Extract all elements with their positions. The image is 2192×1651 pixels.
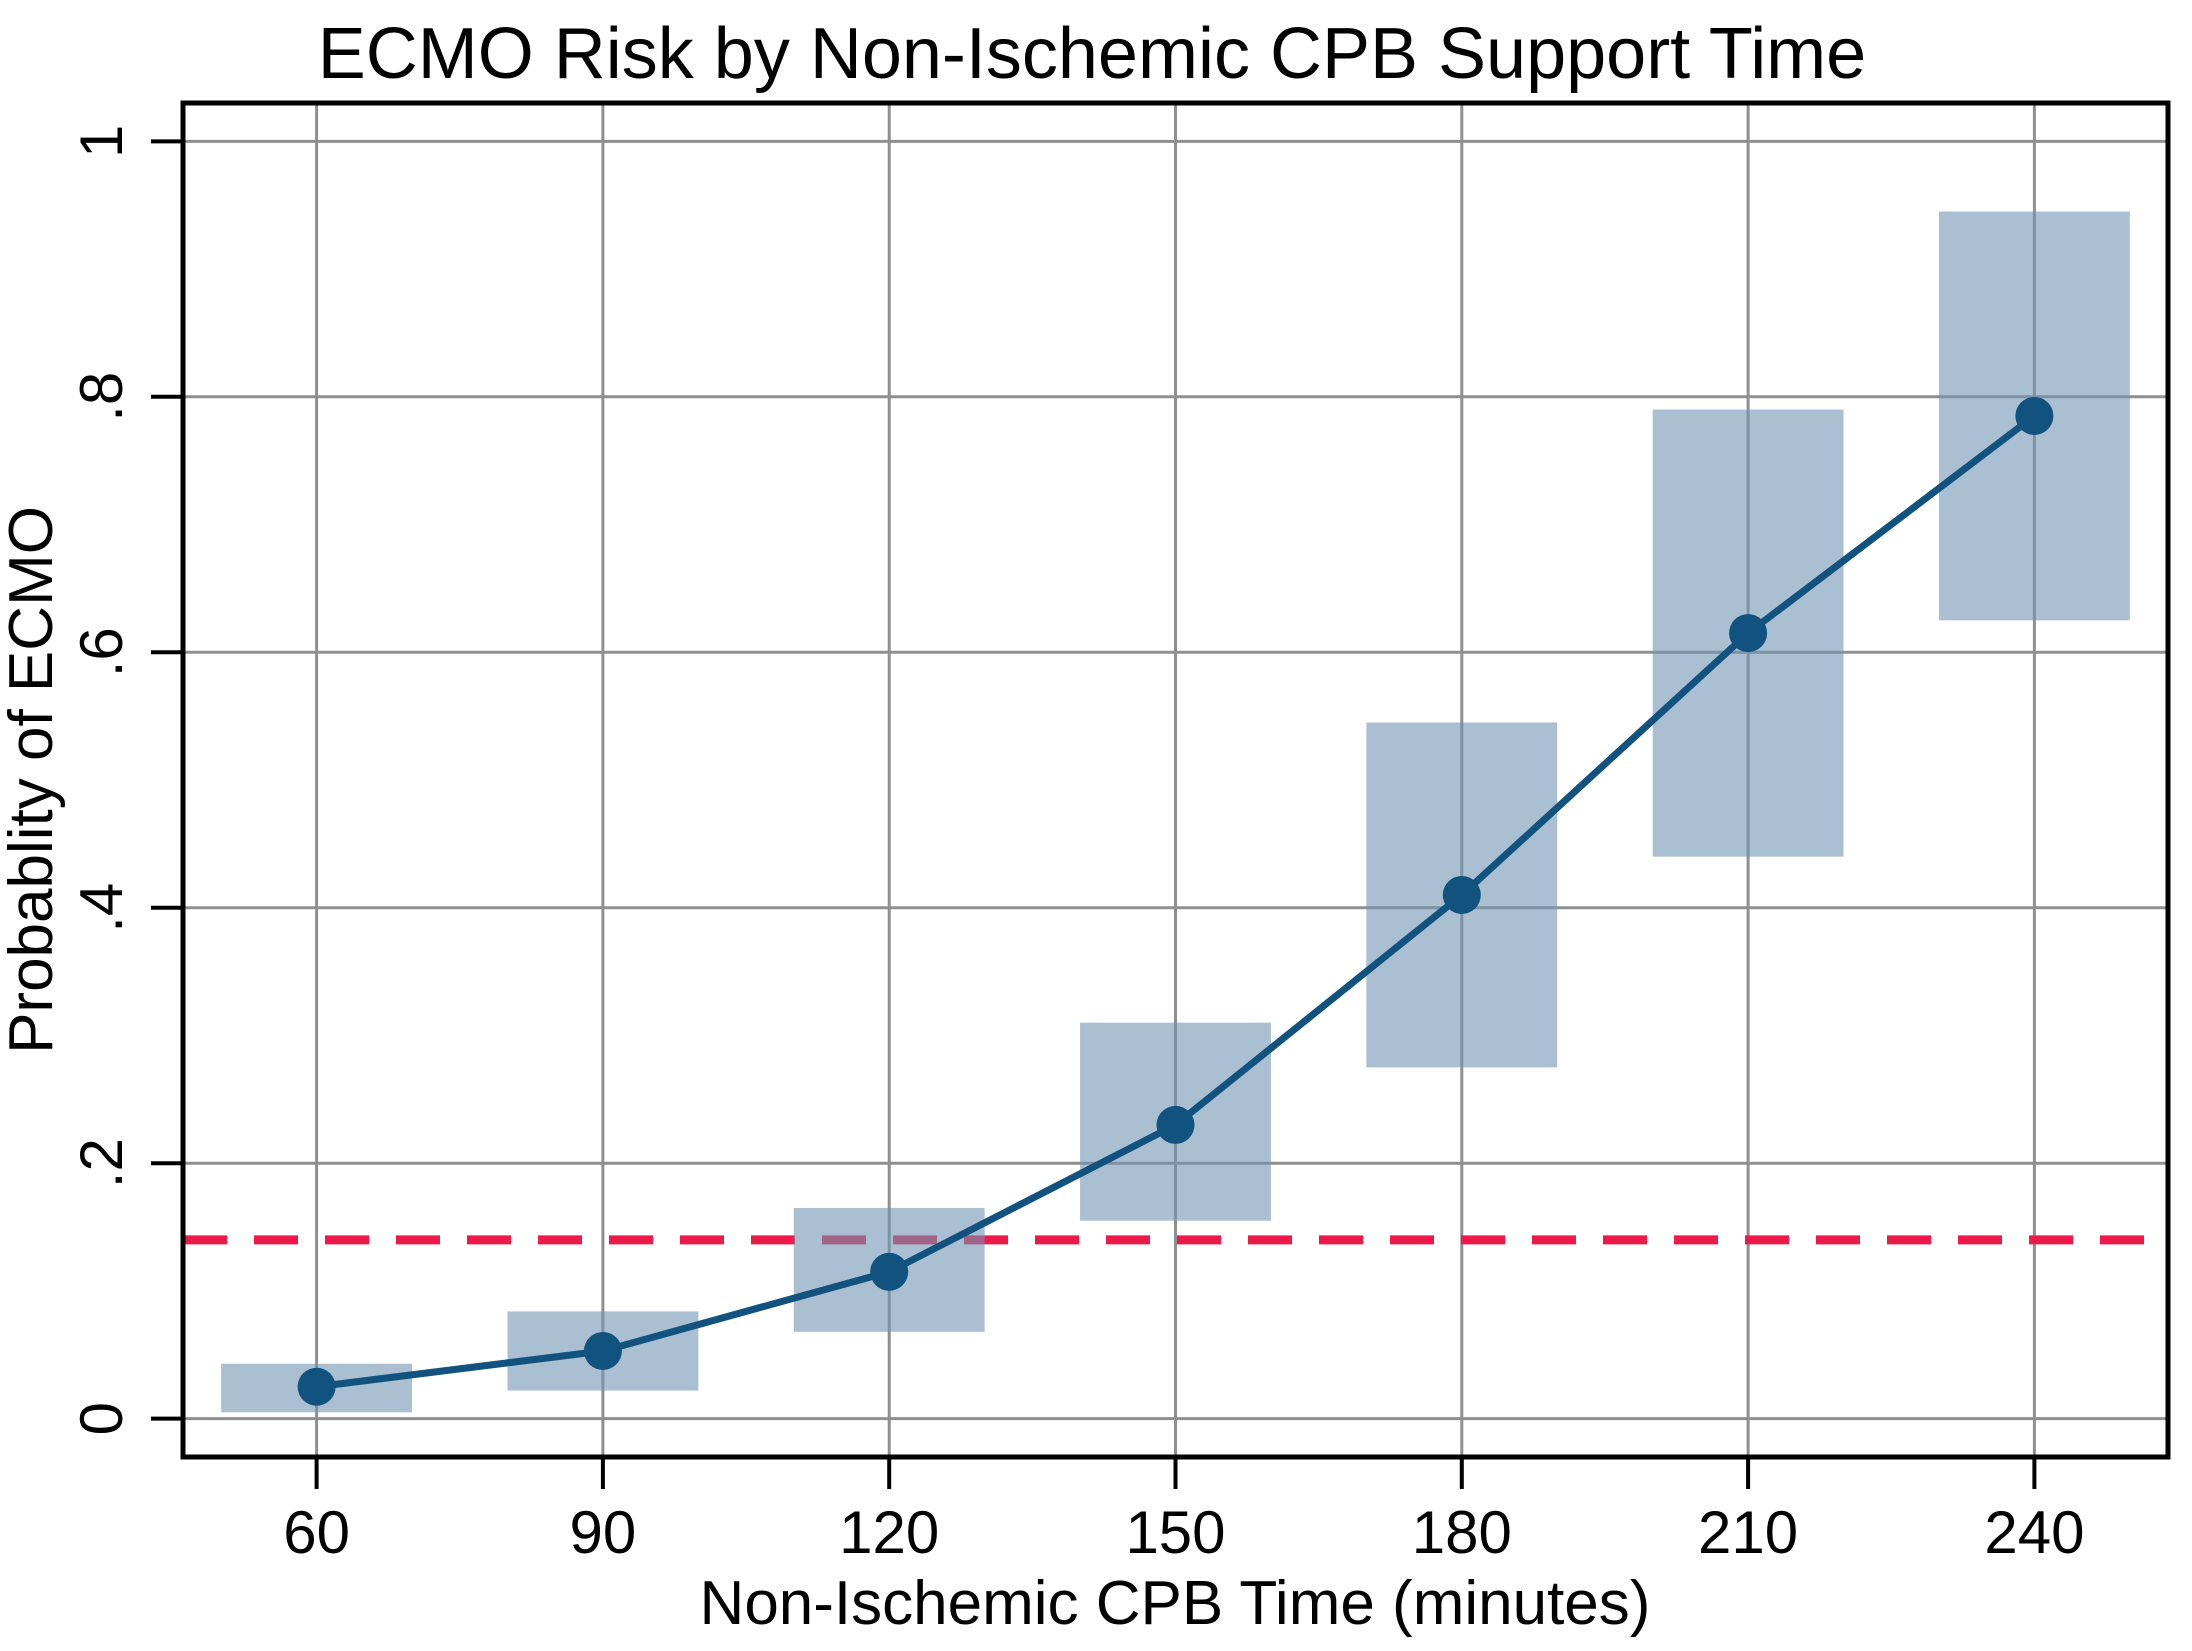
data-point-marker xyxy=(1442,875,1481,914)
data-point-marker xyxy=(1729,614,1768,653)
y-axis-label: Probablity of ECMO xyxy=(0,506,66,1054)
y-tick-label: 0 xyxy=(68,1402,135,1435)
data-point-marker xyxy=(297,1367,336,1406)
x-tick-label: 210 xyxy=(1698,1499,1798,1566)
tick-layer: 60 90 120 150 180 210 240 0 .2 .4 .6 .8 1 xyxy=(68,125,2084,1566)
x-axis-label: Non-Ischemic CPB Time (minutes) xyxy=(700,1569,1651,1638)
x-tick-label: 180 xyxy=(1412,1499,1512,1566)
x-tick-label: 90 xyxy=(570,1499,637,1566)
data-point-marker xyxy=(2015,396,2054,435)
x-tick-label: 120 xyxy=(839,1499,939,1566)
confidence-interval-layer xyxy=(221,211,2130,1413)
y-tick-label: .2 xyxy=(68,1138,135,1188)
y-tick-label: .8 xyxy=(68,372,135,422)
data-point-marker xyxy=(870,1252,909,1291)
series-layer xyxy=(297,396,2054,1406)
data-point-marker xyxy=(583,1331,622,1370)
y-tick-label: 1 xyxy=(68,125,135,158)
x-tick-label: 60 xyxy=(283,1499,350,1566)
data-point-marker xyxy=(1156,1105,1195,1144)
chart-title: ECMO Risk by Non-Ischemic CPB Support Ti… xyxy=(318,14,1866,94)
y-tick-label: .6 xyxy=(68,627,135,677)
x-tick-label: 240 xyxy=(1984,1499,2084,1566)
grid-layer xyxy=(183,103,2168,1457)
y-tick-label: .4 xyxy=(68,883,135,933)
x-tick-label: 150 xyxy=(1125,1499,1225,1566)
